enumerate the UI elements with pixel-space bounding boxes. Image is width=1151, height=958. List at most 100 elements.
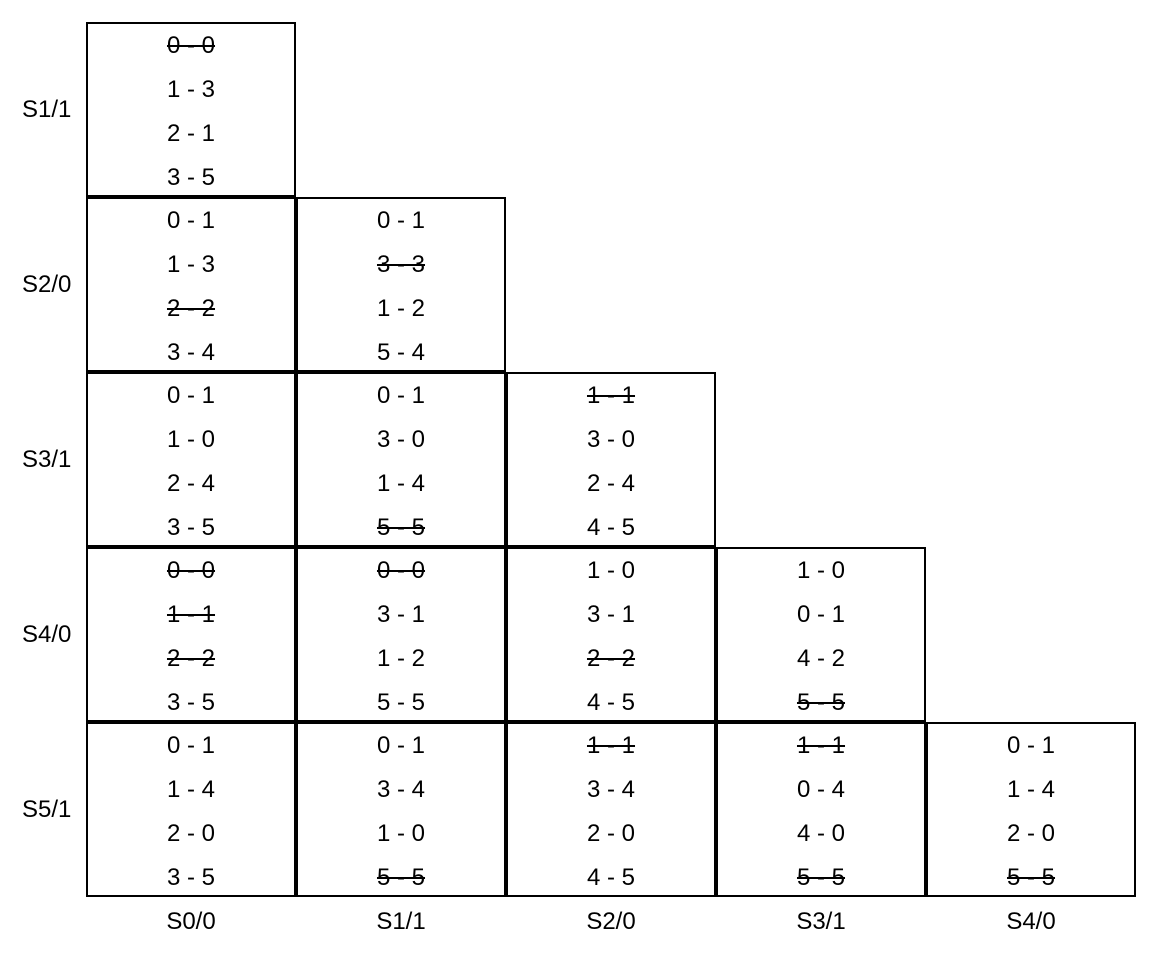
pair-text: 1 - 0 [796, 557, 846, 584]
struck-pair: 5 - 5 [716, 864, 926, 892]
pair-text: 1 - 0 [586, 557, 636, 584]
grid-cell: 0 - 1 3 - 0 1 - 4 5 - 5 [296, 372, 506, 547]
pair-text: 3 - 1 [376, 601, 426, 628]
pair-text: 5 - 5 [796, 864, 846, 891]
grid-cell: 1 - 1 3 - 0 2 - 4 4 - 5 [506, 372, 716, 547]
pair-text: 2 - 2 [166, 645, 216, 672]
pair-text: 1 - 1 [796, 732, 846, 759]
pair: 1 - 3 [86, 76, 296, 104]
column-label: S3/1 [796, 908, 846, 935]
pair-text: 3 - 4 [586, 776, 636, 803]
pair: 4 - 0 [716, 820, 926, 848]
pair-text: 2 - 4 [166, 470, 216, 497]
pair-text: 1 - 3 [166, 251, 216, 278]
struck-pair: 0 - 0 [296, 557, 506, 585]
pair: 1 - 4 [86, 776, 296, 804]
pair: 1 - 0 [506, 557, 716, 585]
pair-text: 2 - 0 [166, 820, 216, 847]
struck-pair: 5 - 5 [926, 864, 1136, 892]
grid-cell: 1 - 1 0 - 4 4 - 0 5 - 5 [716, 722, 926, 897]
pair-text: 2 - 4 [586, 470, 636, 497]
pair-text: 1 - 2 [376, 645, 426, 672]
pair-text: 5 - 5 [796, 689, 846, 716]
pair-text: 0 - 1 [376, 732, 426, 759]
pair: 1 - 0 [716, 557, 926, 585]
grid-cell: 1 - 0 3 - 1 2 - 2 4 - 5 [506, 547, 716, 722]
pair-text: 1 - 4 [376, 470, 426, 497]
pair-text: 1 - 4 [1006, 776, 1056, 803]
pair: 1 - 2 [296, 295, 506, 323]
pair-text: 2 - 2 [586, 645, 636, 672]
pair: 3 - 4 [86, 339, 296, 367]
grid-cell: 0 - 0 3 - 1 1 - 2 5 - 5 [296, 547, 506, 722]
pair-text: 4 - 5 [586, 689, 636, 716]
pair-text: 3 - 5 [166, 514, 216, 541]
pair-text: 1 - 1 [586, 382, 636, 409]
struck-pair: 2 - 2 [86, 295, 296, 323]
pair: 0 - 4 [716, 776, 926, 804]
pair-text: 2 - 0 [586, 820, 636, 847]
struck-pair: 2 - 2 [86, 645, 296, 673]
pair-text: 2 - 2 [166, 295, 216, 322]
pair-text: 3 - 1 [586, 601, 636, 628]
pair: 3 - 4 [506, 776, 716, 804]
pair: 3 - 5 [86, 864, 296, 892]
pair-text: 1 - 4 [166, 776, 216, 803]
struck-pair: 3 - 3 [296, 251, 506, 279]
struck-pair: 0 - 0 [86, 557, 296, 585]
pair: 1 - 0 [86, 426, 296, 454]
pair: 1 - 4 [296, 470, 506, 498]
pair: 1 - 3 [86, 251, 296, 279]
pair-text: 3 - 3 [376, 251, 426, 278]
pair: 3 - 4 [296, 776, 506, 804]
struck-pair: 2 - 2 [506, 645, 716, 673]
struck-pair: 5 - 5 [296, 514, 506, 542]
pair-text: 0 - 1 [376, 382, 426, 409]
pair: 0 - 1 [86, 732, 296, 760]
pair: 3 - 5 [86, 689, 296, 717]
pair-text: 1 - 1 [166, 601, 216, 628]
pair-text: 1 - 1 [586, 732, 636, 759]
grid-cell: 0 - 1 1 - 4 2 - 0 5 - 5 [926, 722, 1136, 897]
pair-text: 4 - 5 [586, 514, 636, 541]
pair-text: 1 - 0 [166, 426, 216, 453]
pair-text: 3 - 5 [166, 689, 216, 716]
column-label: S0/0 [166, 908, 216, 935]
pair-text: 0 - 1 [166, 382, 216, 409]
struck-pair: 5 - 5 [296, 864, 506, 892]
pair: 1 - 4 [926, 776, 1136, 804]
pair: 0 - 1 [926, 732, 1136, 760]
pair: 4 - 5 [506, 514, 716, 542]
pair-text: 0 - 1 [796, 601, 846, 628]
pair-text: 1 - 0 [376, 820, 426, 847]
pair-text: 0 - 1 [166, 732, 216, 759]
grid-cell: 0 - 1 1 - 3 2 - 2 3 - 4 [86, 197, 296, 372]
pair: 4 - 2 [716, 645, 926, 673]
pair-text: 1 - 3 [166, 76, 216, 103]
pair-text: 5 - 5 [376, 514, 426, 541]
pair: 2 - 4 [86, 470, 296, 498]
pair-text: 3 - 4 [166, 339, 216, 366]
pair: 0 - 1 [86, 382, 296, 410]
pair: 4 - 5 [506, 689, 716, 717]
pair: 2 - 0 [86, 820, 296, 848]
pair: 0 - 1 [86, 207, 296, 235]
pair: 3 - 5 [86, 514, 296, 542]
pair-text: 3 - 0 [586, 426, 636, 453]
grid-cell: 1 - 1 3 - 4 2 - 0 4 - 5 [506, 722, 716, 897]
grid-cell: 0 - 0 1 - 3 2 - 1 3 - 5 [86, 22, 296, 197]
pair: 3 - 1 [506, 601, 716, 629]
pair: 5 - 5 [296, 689, 506, 717]
grid-cell: 0 - 1 3 - 4 1 - 0 5 - 5 [296, 722, 506, 897]
pair-text: 2 - 0 [1006, 820, 1056, 847]
struck-pair: 0 - 0 [86, 32, 296, 60]
pair-text: 3 - 5 [166, 864, 216, 891]
pair-text: 0 - 4 [796, 776, 846, 803]
grid-cell: 0 - 1 3 - 3 1 - 2 5 - 4 [296, 197, 506, 372]
struck-pair: 1 - 1 [506, 382, 716, 410]
pair: 2 - 0 [506, 820, 716, 848]
grid-cell: 0 - 0 1 - 1 2 - 2 3 - 5 [86, 547, 296, 722]
pair: 2 - 0 [926, 820, 1136, 848]
pair-text: 5 - 4 [376, 339, 426, 366]
